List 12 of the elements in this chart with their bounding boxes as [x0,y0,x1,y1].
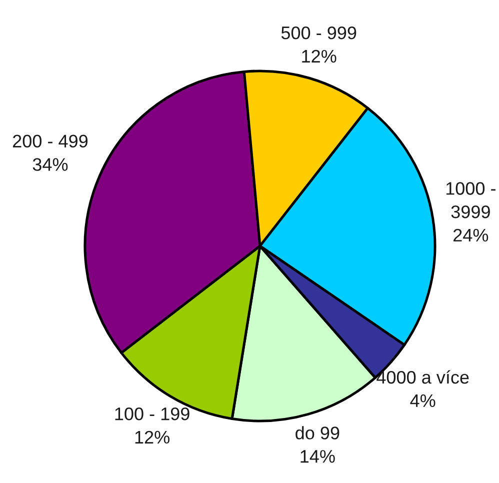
slice-label: do 99 [296,426,340,440]
slice-label: 200 - 499 [12,134,88,148]
data-label: 12% [302,50,336,63]
slice-label: 4000 a více [376,370,469,384]
data-label: 34% [32,158,68,171]
data-label: 14% [300,450,335,463]
data-label: 24% [454,228,488,242]
slice-label: 1000 - 3999 [446,182,496,218]
data-label: 12% [135,430,170,444]
data-label: 4% [410,394,436,408]
slice-label: 100 - 199 [115,407,190,420]
slice-label: 500 - 999 [281,26,356,40]
